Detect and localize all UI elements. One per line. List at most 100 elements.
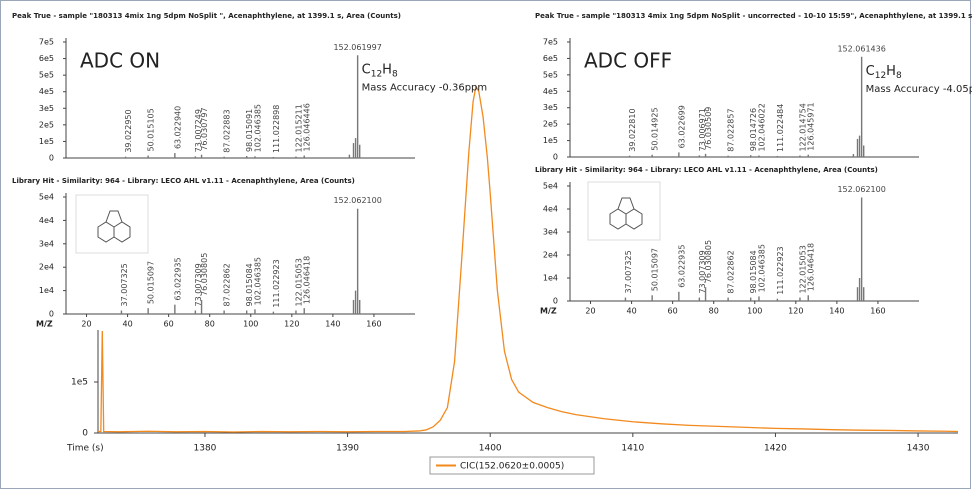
spectrum-bar bbox=[352, 299, 355, 314]
spectrum-bar bbox=[359, 299, 361, 314]
y-tick-label: 1e4 bbox=[543, 274, 558, 283]
x-tick-label: 120 bbox=[284, 320, 299, 329]
annotation: ADC ON bbox=[80, 49, 160, 73]
y-tick-label: 1e5 bbox=[71, 378, 88, 388]
peak-label: 87.022862 bbox=[223, 263, 232, 306]
y-tick-label: 1e5 bbox=[39, 137, 54, 146]
annotation: ADC OFF bbox=[584, 49, 672, 73]
legend-box bbox=[429, 456, 595, 475]
y-tick-label: 6e5 bbox=[543, 54, 558, 63]
spectrum-bar bbox=[704, 153, 707, 157]
x-tick-label: 100 bbox=[243, 320, 258, 329]
peak-label: 122.015211 bbox=[294, 104, 303, 152]
y-tick-label: 3e5 bbox=[39, 104, 54, 113]
peak-label: 122.015053 bbox=[294, 258, 303, 306]
spectrum-bar bbox=[858, 278, 861, 301]
spectrum-bar bbox=[860, 197, 863, 301]
legend-label: CIC(152.0620±0.0005) bbox=[460, 462, 564, 472]
peak-label: 37.007325 bbox=[120, 263, 129, 306]
peak-label: 102.046385 bbox=[253, 257, 262, 305]
peak-label: 37.007325 bbox=[624, 250, 633, 293]
peak-label: 111.022898 bbox=[272, 105, 281, 153]
y-tick-label: 3e4 bbox=[39, 239, 54, 248]
formula-part: 8 bbox=[392, 69, 398, 79]
x-tick-label: 60 bbox=[668, 307, 678, 316]
peak-label: 73.007309 bbox=[698, 250, 707, 293]
x-tick-label: 60 bbox=[164, 320, 174, 329]
x-tick-label: 1380 bbox=[194, 444, 217, 454]
x-tick-label: 1390 bbox=[336, 444, 359, 454]
spectrum-bar bbox=[254, 156, 256, 158]
peak-label: 126.046418 bbox=[303, 256, 312, 304]
peak-label: 152.061436 bbox=[837, 44, 885, 53]
x-tick-label: 40 bbox=[626, 307, 636, 316]
peak-label: 63.022940 bbox=[173, 106, 182, 149]
peak-label: 63.022935 bbox=[173, 257, 182, 300]
spectrum-bar bbox=[120, 310, 123, 314]
peak-label: 73.007249 bbox=[194, 109, 203, 152]
spectrum-bar bbox=[651, 295, 653, 301]
spectrum-bar bbox=[858, 135, 861, 157]
formula-part: H bbox=[886, 63, 896, 78]
peak-label: 126.045971 bbox=[807, 102, 816, 150]
peak-label: 111.022923 bbox=[272, 259, 281, 307]
peak-label: 111.022923 bbox=[776, 246, 785, 294]
x-tick-label: 40 bbox=[122, 320, 132, 329]
peak-label: 50.015097 bbox=[147, 261, 156, 304]
y-tick-label: 4e5 bbox=[39, 87, 54, 96]
spectrum-bar bbox=[704, 287, 707, 301]
peak-label: 152.062100 bbox=[333, 196, 381, 205]
peak-label: 98.015084 bbox=[245, 263, 254, 306]
y-tick-label: 5e5 bbox=[39, 71, 54, 80]
x-tick-label: 140 bbox=[829, 307, 844, 316]
y-tick-label: 5e5 bbox=[543, 70, 558, 79]
y-tick-label: 0 bbox=[49, 154, 54, 163]
spectrum-bar bbox=[245, 156, 248, 158]
spectrum-bar bbox=[223, 156, 225, 158]
peak-label: 73.007309 bbox=[194, 263, 203, 306]
y-tick-label: 0 bbox=[553, 297, 558, 306]
formula-part: 12 bbox=[875, 70, 886, 80]
spectrum-bar bbox=[799, 155, 801, 157]
y-tick-label: 0 bbox=[49, 310, 54, 319]
spectrum-bar bbox=[147, 308, 149, 314]
peak-label: 73.006971 bbox=[698, 108, 707, 151]
spectrum-bar bbox=[678, 291, 680, 301]
y-tick-label: 1e5 bbox=[543, 136, 558, 145]
formula: C12H8 bbox=[866, 63, 902, 80]
peak-label: 87.022857 bbox=[727, 108, 736, 151]
spectrum-bar bbox=[194, 156, 197, 158]
spectrum-bar bbox=[863, 145, 865, 157]
spectrum-bar bbox=[776, 298, 779, 301]
y-tick-label: 0 bbox=[82, 429, 88, 439]
spectrum-bar bbox=[860, 56, 863, 157]
formula: C12H8 bbox=[362, 62, 398, 79]
peak-label: 63.022699 bbox=[677, 105, 686, 148]
spectrum-bar bbox=[354, 138, 357, 158]
spectrum-bar bbox=[698, 297, 701, 301]
peak-label: 126.046418 bbox=[807, 243, 816, 291]
spectrum-bar bbox=[807, 154, 809, 157]
x-axis-label: M/Z bbox=[36, 320, 53, 329]
spectrum-bar bbox=[758, 296, 760, 301]
spectrum-bar bbox=[758, 155, 760, 157]
spectrum-title: Peak True - sample "180313 4mix 1ng 5dpm… bbox=[12, 12, 401, 20]
peak-label: 76.030797 bbox=[200, 107, 209, 150]
spectrum-bar bbox=[856, 287, 859, 301]
spectrum-bar bbox=[624, 297, 627, 301]
peak-label: 76.030805 bbox=[704, 240, 713, 283]
spectrum-bar bbox=[807, 295, 809, 301]
x-tick-label: 20 bbox=[585, 307, 595, 316]
formula-part: C bbox=[866, 63, 875, 78]
y-tick-label: 2e5 bbox=[39, 120, 54, 129]
spectrum-bar bbox=[303, 308, 305, 314]
spectrum-bar bbox=[272, 311, 275, 314]
y-tick-label: 1e4 bbox=[39, 286, 54, 295]
peak-label: 76.030805 bbox=[200, 253, 209, 296]
peak-label: 122.015053 bbox=[798, 245, 807, 293]
spectrum-bar bbox=[856, 138, 859, 157]
peak-label: 87.022883 bbox=[223, 109, 232, 152]
molecule-icon bbox=[75, 194, 149, 254]
x-tick-label: 80 bbox=[205, 320, 215, 329]
